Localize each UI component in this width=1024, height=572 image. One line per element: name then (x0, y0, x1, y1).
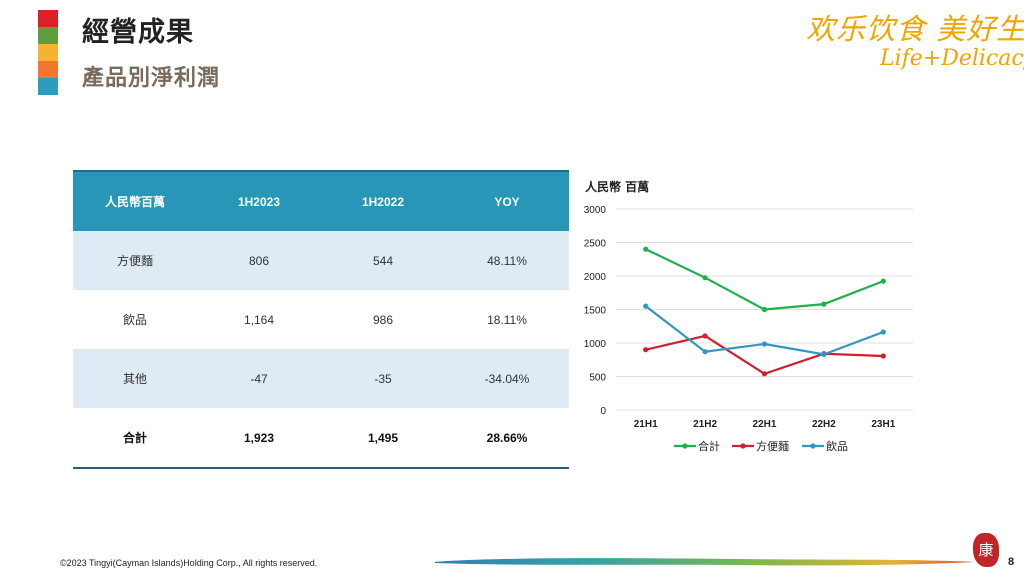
y-tick-label: 1000 (584, 339, 607, 350)
color-block-5 (38, 78, 58, 95)
cell-1h2023: 1,164 (243, 312, 275, 327)
y-tick-label: 2000 (584, 272, 607, 283)
cell-yoy: 48.11% (445, 231, 569, 290)
table-total-row: 合計 1,923 1,495 28.66% (73, 408, 569, 469)
x-tick-label: 22H2 (812, 419, 836, 430)
color-block-1 (38, 10, 58, 27)
data-point (761, 341, 768, 347)
table-row: 方便麵 806 544 48.11% (73, 231, 569, 290)
page-subtitle: 產品別淨利潤 (82, 66, 221, 91)
x-tick-label: 23H1 (871, 419, 895, 430)
legend-label: 合計 (698, 439, 720, 453)
series-line (645, 248, 884, 311)
cell-1h2023: -47 (197, 349, 321, 408)
y-tick-label: 500 (589, 373, 606, 384)
legend-marker (810, 443, 816, 449)
table-header-row: 人民幣百萬 1H2023 1H2022 YOY (73, 170, 569, 231)
cell-1h2023: 806 (197, 231, 321, 290)
data-point (643, 303, 649, 309)
row-label: 方便麵 (73, 231, 197, 290)
cell-yoy: 28.66% (445, 408, 569, 469)
data-point (821, 351, 827, 357)
seal-stamp: 康 (973, 533, 999, 567)
brush-stroke-decoration (435, 558, 975, 566)
net-profit-table: 人民幣百萬 1H2023 1H2022 YOY 方便麵 806 544 48.1… (73, 170, 569, 469)
cell-1h2022: -35 (321, 349, 445, 408)
data-point (880, 353, 886, 359)
row-label: 其他 (73, 349, 197, 408)
header-1h2023: 1H2023 (197, 170, 321, 231)
cell-1h2022: 1,495 (321, 408, 445, 469)
page-number: 8 (1008, 556, 1015, 568)
cell-1h2022: 986 (372, 312, 394, 327)
row-label: 合計 (73, 408, 197, 469)
y-tick-label: 3000 (584, 205, 607, 216)
legend-marker (740, 443, 746, 449)
page-title: 經營成果 (82, 17, 194, 48)
brand-slogan-english: Life+Delicacy (880, 46, 1024, 71)
x-tick-label: 21H1 (634, 419, 658, 430)
copyright-text: ©2023 Tingyi(Cayman Islands)Holding Corp… (60, 558, 318, 568)
y-tick-label: 2500 (584, 239, 607, 250)
header-unit: 人民幣百萬 (73, 170, 197, 231)
header-1h2022: 1H2022 (321, 170, 445, 231)
data-point (702, 275, 708, 281)
line-chart: 0 500 1000 1500 2000 2500 3000 21H1 21H2 22H1 22H2… (584, 205, 913, 453)
data-point (643, 347, 649, 353)
row-label: 飲品 (122, 313, 147, 327)
x-tick-label: 22H1 (753, 419, 777, 430)
legend-label: 方便麵 (756, 439, 789, 453)
color-block-4 (38, 61, 58, 78)
cell-1h2022: 544 (321, 231, 445, 290)
y-tick-label: 0 (600, 406, 606, 417)
x-tick-label: 21H2 (693, 419, 717, 430)
legend-label: 飲品 (826, 439, 848, 453)
table-row: 飲品 1,164 986 18.11% (73, 290, 569, 349)
color-block-2 (38, 27, 58, 44)
data-point (702, 349, 708, 355)
y-tick-label: 1500 (584, 306, 607, 317)
data-point (880, 278, 886, 284)
data-point (761, 306, 768, 313)
table-row: 其他 -47 -35 -34.04% (73, 349, 569, 408)
data-point (880, 329, 886, 335)
color-block-3 (38, 44, 58, 61)
data-point (702, 333, 708, 339)
cell-yoy: -34.04% (445, 349, 569, 408)
series-line (645, 305, 884, 356)
data-point (643, 246, 649, 252)
legend-marker (682, 443, 688, 449)
brand-slogan-chinese: 欢乐饮食 美好生活 (806, 12, 1024, 46)
data-point (821, 301, 827, 307)
data-point (761, 371, 768, 377)
chart-title: 人民幣 百萬 (585, 180, 650, 194)
cell-yoy: 18.11% (487, 312, 527, 327)
cell-1h2023: 1,923 (197, 408, 321, 469)
header-yoy: YOY (445, 170, 569, 231)
